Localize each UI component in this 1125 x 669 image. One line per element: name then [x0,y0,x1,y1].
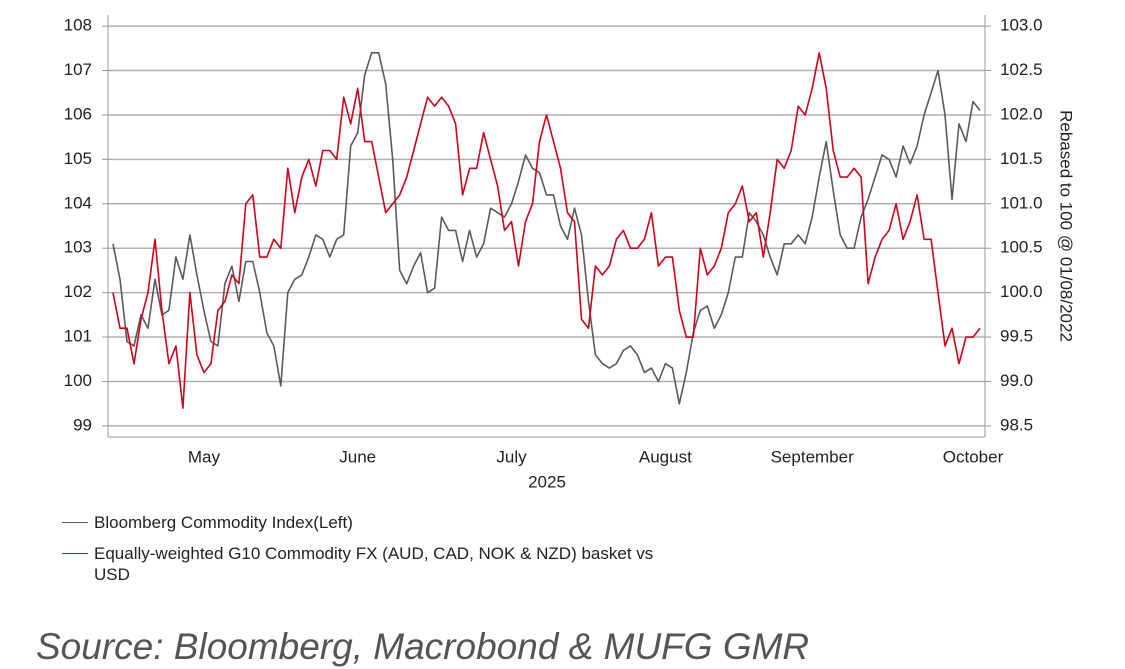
y-tick-label: 99 [73,415,92,434]
y-tick-label: 102 [64,282,92,301]
y-tick-label: 100 [64,371,92,390]
legend-label: Bloomberg Commodity Index(Left) [94,513,353,532]
y2-tick-label: 101.5 [1000,149,1043,168]
y2-tick-label: 103.0 [1000,16,1043,35]
series-line [112,52,981,409]
y2-tick-label: 102.5 [1000,60,1043,79]
y2-tick-label: 101.0 [1000,193,1043,212]
y-tick-label: 107 [64,60,92,79]
legend-item: Equally-weighted G10 Commodity FX (AUD, … [62,543,654,585]
y-tick-label: 104 [64,193,92,212]
y2-tick-label: 99.0 [1000,371,1033,390]
y2-tick-label: 100.5 [1000,238,1043,257]
y-tick-label: 106 [64,104,92,123]
legend-item: Bloomberg Commodity Index(Left) [62,512,654,533]
x-tick-label: October [943,447,1004,466]
x-tick-label: June [339,447,376,466]
x-tick-label: August [639,447,692,466]
x-tick-label: May [188,447,221,466]
chart: 2025 Rebased to 100 @ 01/08/2022 99 100 10… [64,15,1076,491]
legend-label: Equally-weighted G10 Commodity FX (AUD, … [94,544,654,584]
y2-tick-label: 100.0 [1000,282,1043,301]
y2-tick-label: 102.0 [1000,104,1043,123]
source: Source: Bloomberg, Macrobond & MUFG GMR [36,626,810,667]
series-line [112,52,981,405]
x-axis-label: 2025 [528,472,566,491]
legend: Bloomberg Commodity Index(Left) Equally-w… [62,512,654,595]
y2-tick-label: 99.5 [1000,327,1033,346]
x-tick-label: September [771,447,854,466]
y2-tick-label: 98.5 [1000,415,1033,434]
legend-swatch [62,553,88,554]
y2-axis-label: Rebased to 100 @ 01/08/2022 [1057,110,1076,342]
y-tick-label: 103 [64,238,92,257]
y-tick-label: 105 [64,149,92,168]
y-tick-label: 108 [64,16,92,35]
legend-swatch [62,522,88,523]
y-tick-label: 101 [64,327,92,346]
x-tick-label: July [496,447,527,466]
